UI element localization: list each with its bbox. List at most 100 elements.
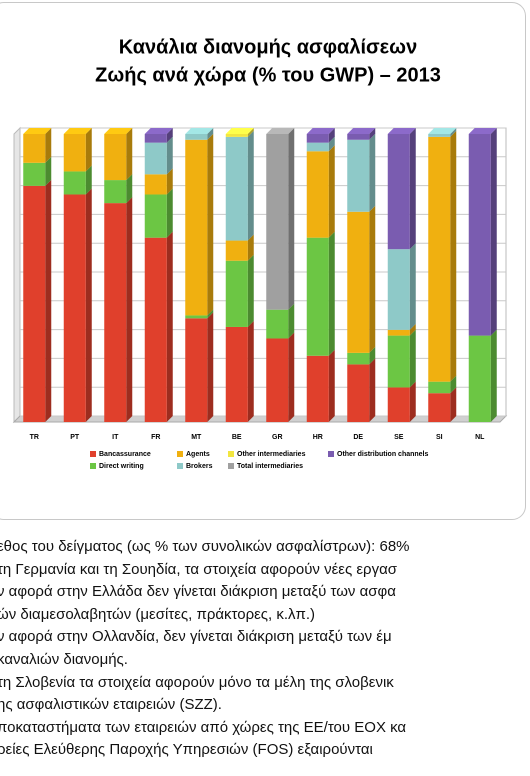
- bar-segment: [306, 134, 329, 143]
- bar-side: [490, 329, 497, 422]
- bar-side: [247, 234, 254, 261]
- note-line: ν αφορά στην Ελλάδα δεν γίνεται διάκριση…: [0, 583, 396, 601]
- bar-segment: [306, 142, 329, 152]
- bar-side: [288, 128, 295, 310]
- bar-side: [126, 128, 133, 181]
- bar-side: [166, 168, 173, 195]
- bar-segment: [144, 142, 167, 175]
- legend-label: Bancassurance: [99, 451, 151, 458]
- bar-segment: [185, 134, 208, 140]
- bar-top: [347, 128, 376, 134]
- legend-swatch: [228, 451, 234, 457]
- legend-label: Other distribution channels: [337, 451, 429, 458]
- bar-side: [207, 309, 214, 319]
- bar-side: [369, 358, 376, 422]
- legend-swatch: [177, 463, 183, 469]
- bar-top: [104, 128, 133, 134]
- legend-label: Agents: [186, 451, 210, 458]
- bar-side: [450, 130, 457, 382]
- bar-segment: [347, 134, 370, 140]
- bar-segment: [185, 315, 208, 319]
- note-line: εθος του δείγματος (ως % των συνολικών α…: [0, 538, 410, 555]
- note-line: ών διαμεσολαβητών (μεσίτες, πράκτορες, κ…: [0, 605, 316, 623]
- x-tick-label: HR: [313, 434, 323, 441]
- bar-side: [207, 128, 214, 140]
- bar-top: [306, 128, 335, 134]
- bar-segment: [63, 134, 86, 172]
- legend-swatch: [90, 451, 96, 457]
- bar-side: [85, 165, 92, 195]
- bar-side: [409, 329, 416, 388]
- note-line: ης ασφαλιστικών εταιρειών (SZZ).: [0, 696, 222, 714]
- note-line: τη Σλοβενία τα στοιχεία αφορούν μόνο τα …: [0, 673, 394, 691]
- bar-side: [450, 387, 457, 422]
- bar-segment: [347, 364, 370, 422]
- bar-segment: [185, 318, 208, 422]
- x-tick-label: IT: [112, 434, 119, 441]
- x-tick-label: BE: [232, 434, 242, 441]
- bar-segment: [104, 134, 127, 181]
- bar-segment: [306, 355, 329, 422]
- bar-side: [369, 133, 376, 212]
- bar-segment: [347, 211, 370, 353]
- note-line: ρείες Ελεύθερης Παροχής Υπηρεσιών (FOS) …: [0, 741, 373, 759]
- x-tick-label: GR: [272, 434, 283, 441]
- bar-side: [369, 346, 376, 365]
- bar-segment: [63, 171, 86, 195]
- legend-label: Brokers: [186, 463, 213, 470]
- bar-segment: [225, 136, 248, 241]
- bar-side: [166, 136, 173, 175]
- bar-segment: [347, 139, 370, 212]
- bar-segment: [185, 139, 208, 316]
- chart-title: Ζωής ανά χώρα (% του GWP) – 2013: [95, 64, 441, 86]
- x-tick-label: NL: [475, 434, 485, 441]
- x-tick-label: PT: [70, 434, 80, 441]
- bar-top: [468, 128, 497, 134]
- bar-side: [369, 128, 376, 140]
- bar-segment: [225, 240, 248, 261]
- bar-segment: [23, 185, 46, 422]
- bar-segment: [144, 174, 167, 195]
- legend-swatch: [177, 451, 183, 457]
- legend-label: Direct writing: [99, 463, 144, 470]
- bar-top: [266, 128, 295, 134]
- bar-side: [166, 188, 173, 238]
- legend-label: Other intermediaries: [237, 451, 306, 458]
- bar-top: [428, 128, 457, 134]
- bar-side: [409, 128, 416, 250]
- chart-title: Κανάλια διανομής ασφαλίσεων: [119, 36, 417, 58]
- bar-segment: [387, 387, 410, 422]
- bar-side: [85, 128, 92, 172]
- bar-side: [247, 128, 254, 137]
- bar-side: [288, 303, 295, 339]
- bar-segment: [387, 249, 410, 330]
- bar-side: [247, 130, 254, 241]
- x-tick-label: MT: [191, 434, 202, 441]
- bar-segment: [266, 134, 289, 310]
- legend-swatch: [328, 451, 334, 457]
- legend-label: Total intermediaries: [237, 463, 303, 470]
- bar-side: [166, 128, 173, 143]
- bar-side: [490, 128, 497, 336]
- bar-side: [369, 205, 376, 353]
- bar-side: [45, 179, 52, 422]
- bar-side: [207, 312, 214, 422]
- x-tick-label: DE: [353, 434, 363, 441]
- x-tick-label: SI: [436, 434, 443, 441]
- bar-side: [450, 375, 457, 394]
- chart: Κανάλια διανομής ασφαλίσεων Ζωής ανά χώρ…: [12, 36, 508, 470]
- bar-segment: [428, 136, 451, 382]
- bar-segment: [266, 309, 289, 339]
- bar-top: [185, 128, 214, 134]
- bar-side: [247, 254, 254, 327]
- bar-segment: [144, 134, 167, 143]
- bar-side: [207, 133, 214, 316]
- bar-top: [23, 128, 52, 134]
- bar-segment: [387, 329, 410, 336]
- bar-segment: [225, 260, 248, 327]
- legend-swatch: [228, 463, 234, 469]
- note-line: ν αφορά στην Ολλανδία, δεν γίνεται διάκρ…: [0, 628, 392, 646]
- legend-swatch: [90, 463, 96, 469]
- bar-side: [45, 128, 52, 163]
- bar-side: [85, 188, 92, 422]
